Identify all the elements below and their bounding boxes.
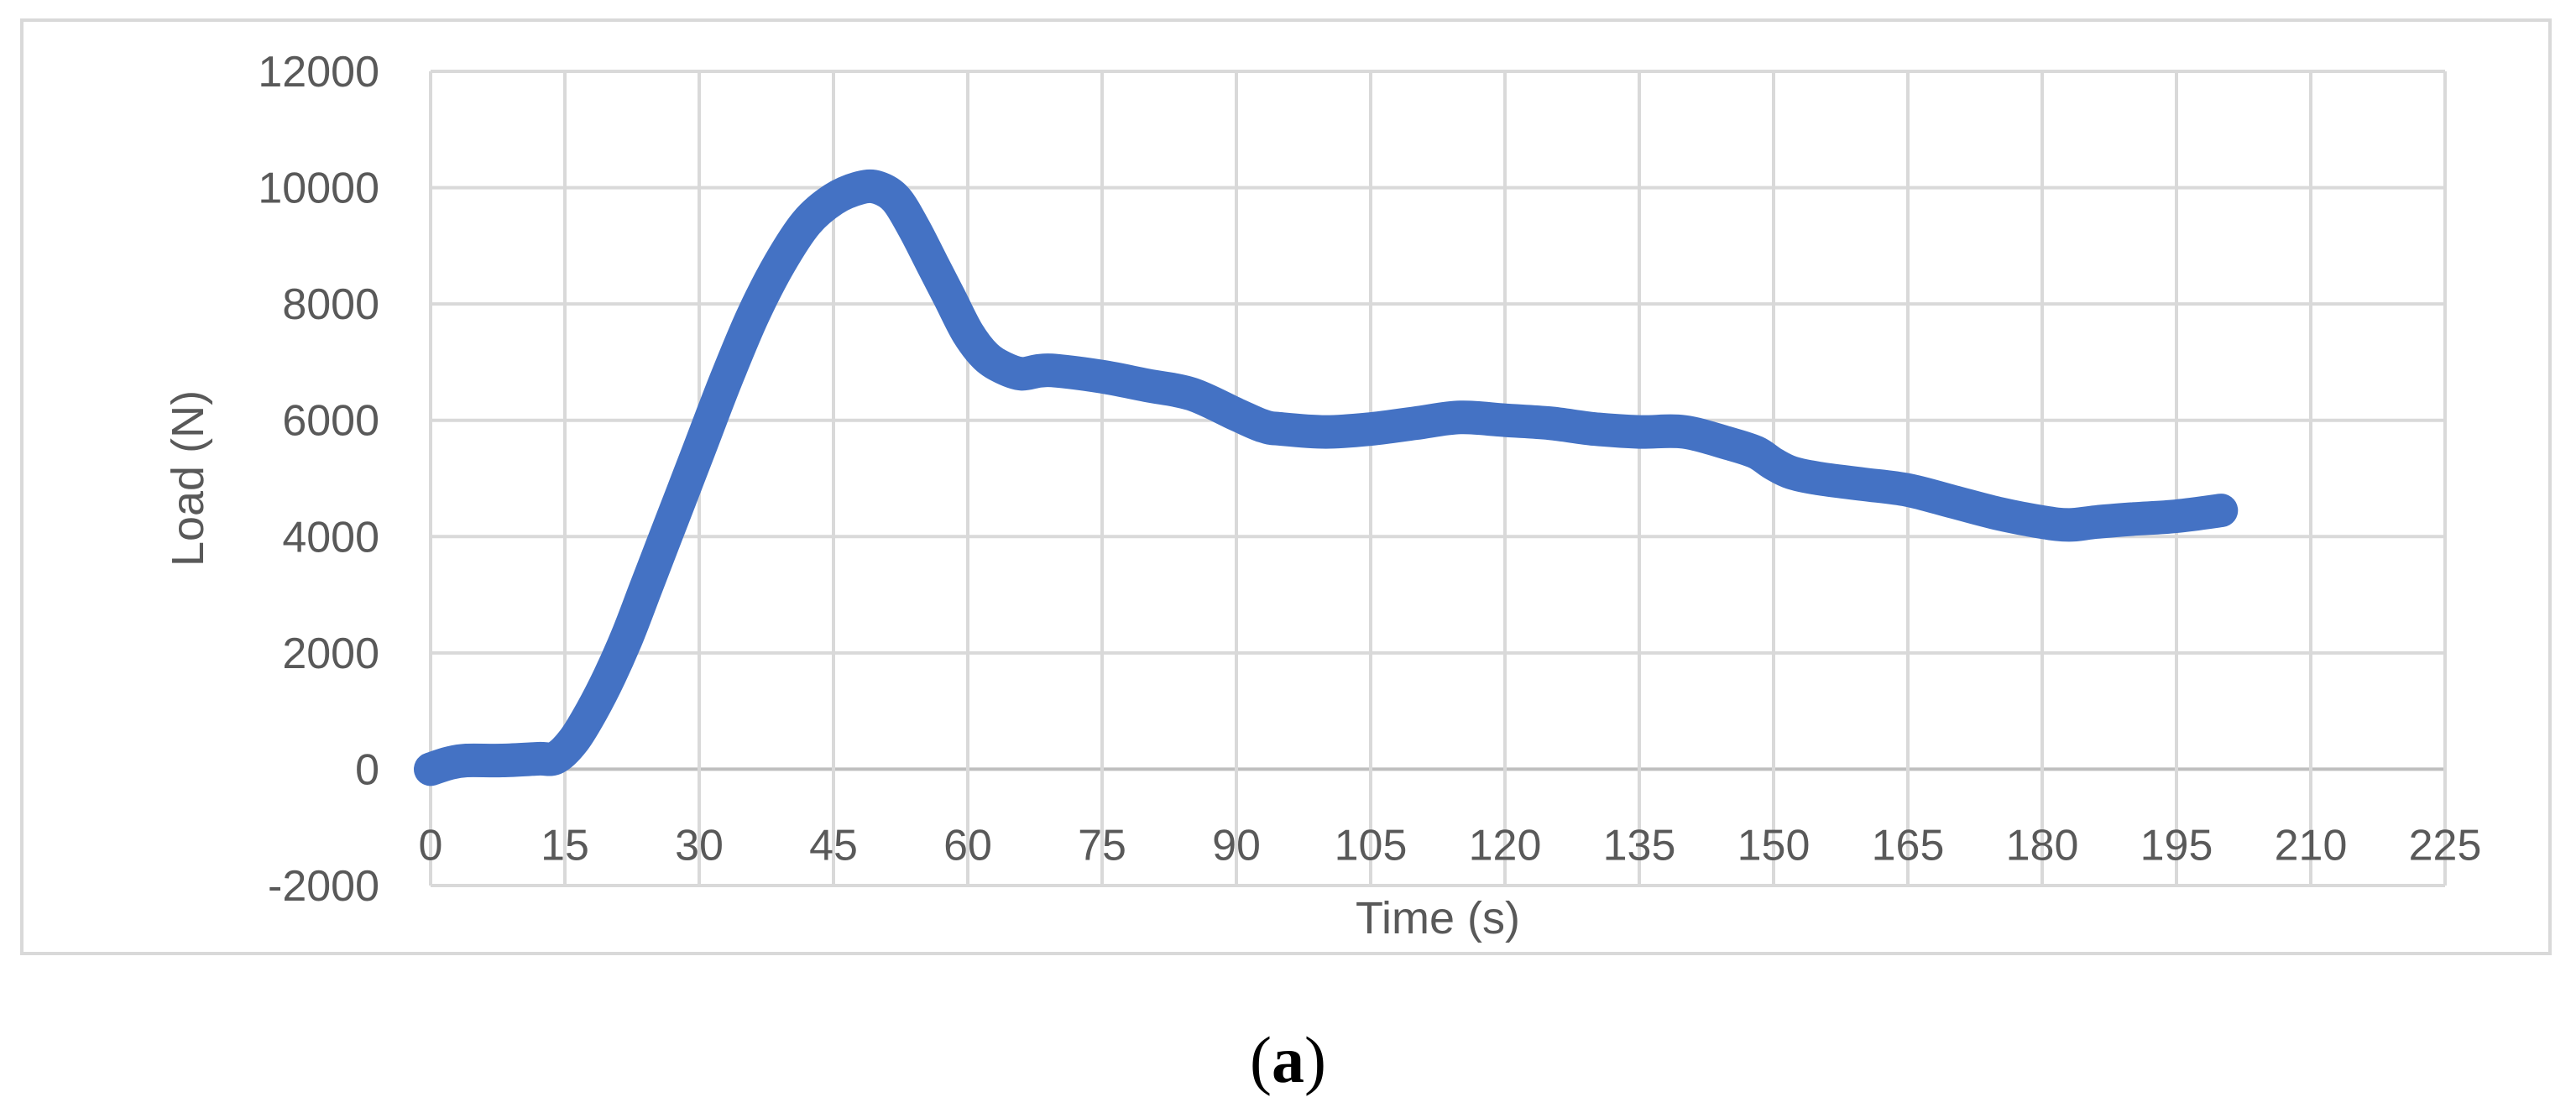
caption-close-paren: ) xyxy=(1304,1023,1326,1096)
x-tick-label: 210 xyxy=(2275,821,2348,870)
y-axis-title: Load (N) xyxy=(163,390,213,567)
series-line xyxy=(414,169,2239,786)
x-tick-label: 120 xyxy=(1469,821,1542,870)
x-tick-label: 60 xyxy=(943,821,992,870)
y-tick-label: 12000 xyxy=(258,48,379,97)
x-tick-label: 90 xyxy=(1212,821,1261,870)
x-tick-label: 135 xyxy=(1603,821,1676,870)
x-tick-label: 180 xyxy=(2006,821,2079,870)
x-tick-label: 15 xyxy=(541,821,589,870)
y-tick-label: 4000 xyxy=(282,513,379,562)
y-tick-label: 0 xyxy=(355,745,379,794)
y-tick-label: 6000 xyxy=(282,397,379,446)
x-axis-title: Time (s) xyxy=(1356,893,1520,943)
x-tick-label: 30 xyxy=(675,821,724,870)
y-tick-label: 8000 xyxy=(282,280,379,329)
x-tick-label: 225 xyxy=(2409,821,2482,870)
gridlines xyxy=(429,70,2447,887)
y-tick-label: 2000 xyxy=(282,630,379,678)
x-tick-label: 0 xyxy=(419,821,443,870)
y-tick-label: -2000 xyxy=(268,862,379,911)
y-tick-label: 10000 xyxy=(258,165,379,213)
series-layer xyxy=(414,169,2239,786)
caption-letter: a xyxy=(1272,1023,1304,1096)
x-tick-label: 195 xyxy=(2140,821,2213,870)
x-tick-label: 150 xyxy=(1737,821,1811,870)
x-tick-label: 165 xyxy=(1872,821,1945,870)
caption-open-paren: ( xyxy=(1250,1023,1272,1096)
x-tick-label: 75 xyxy=(1078,821,1126,870)
x-tick-label: 45 xyxy=(809,821,858,870)
tick-labels: -2000 0 2000 4000 6000 8000 10000 12000 0 15 30 45 6… xyxy=(258,48,2481,911)
figure-caption: (a) xyxy=(0,1022,2576,1098)
chart-frame xyxy=(20,18,2552,955)
x-tick-label: 105 xyxy=(1335,821,1408,870)
